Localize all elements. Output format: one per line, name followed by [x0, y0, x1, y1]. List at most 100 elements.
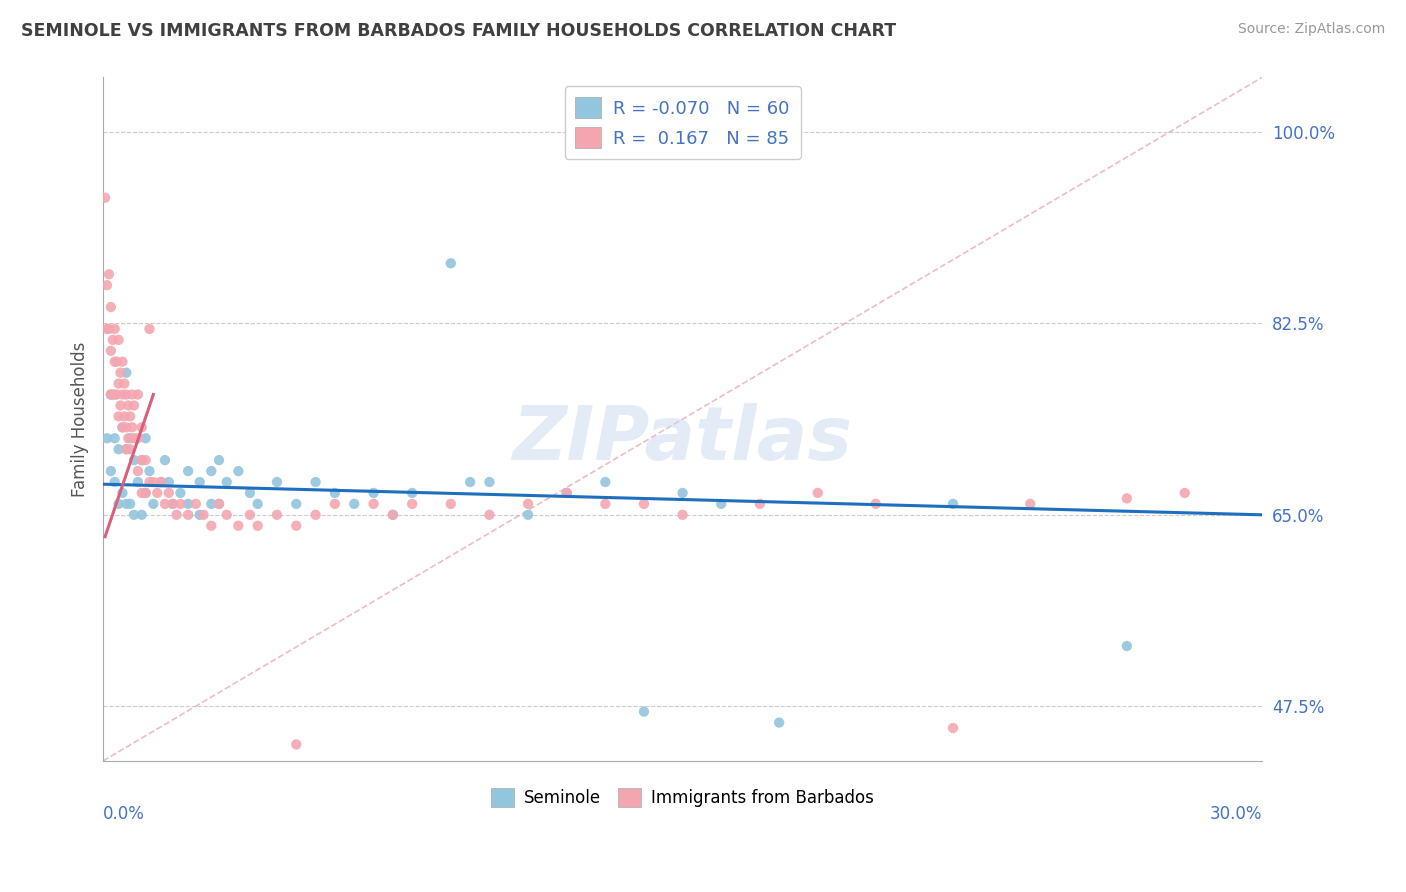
Point: [94, 191, 117, 205]
Point: [266, 508, 288, 522]
Point: [710, 497, 733, 511]
Point: [122, 399, 145, 413]
Point: [104, 387, 127, 401]
Point: [169, 486, 191, 500]
Point: [120, 497, 142, 511]
Point: [150, 475, 173, 489]
Point: [215, 475, 238, 489]
Point: [150, 475, 173, 489]
Point: [105, 387, 128, 401]
Point: [517, 497, 540, 511]
Point: [127, 464, 149, 478]
Text: SEMINOLE VS IMMIGRANTS FROM BARBADOS FAMILY HOUSEHOLDS CORRELATION CHART: SEMINOLE VS IMMIGRANTS FROM BARBADOS FAM…: [21, 22, 896, 40]
Point: [135, 486, 157, 500]
Point: [135, 453, 157, 467]
Point: [748, 497, 770, 511]
Point: [138, 475, 160, 489]
Point: [127, 431, 149, 445]
Point: [104, 322, 127, 336]
Point: [228, 518, 250, 533]
Point: [157, 475, 180, 489]
Point: [153, 497, 176, 511]
Point: [188, 475, 211, 489]
Point: [131, 486, 153, 500]
Point: [1019, 497, 1042, 511]
Point: [110, 399, 132, 413]
Point: [138, 322, 160, 336]
Point: [671, 508, 693, 522]
Point: [239, 508, 262, 522]
Point: [184, 497, 207, 511]
Point: [440, 256, 463, 270]
Point: [188, 508, 211, 522]
Point: [100, 387, 122, 401]
Point: [100, 300, 122, 314]
Point: [228, 464, 250, 478]
Point: [239, 486, 262, 500]
Point: [266, 475, 288, 489]
Point: [363, 486, 385, 500]
Point: [105, 355, 128, 369]
Point: [478, 475, 501, 489]
Point: [1174, 486, 1197, 500]
Point: [117, 431, 139, 445]
Point: [97, 322, 120, 336]
Point: [131, 508, 153, 522]
Point: [131, 453, 153, 467]
Point: [177, 508, 200, 522]
Point: [162, 497, 184, 511]
Point: [768, 715, 790, 730]
Point: [101, 387, 124, 401]
Point: [111, 486, 134, 500]
Point: [120, 409, 142, 424]
Point: [100, 387, 122, 401]
Point: [208, 453, 231, 467]
Point: [343, 497, 366, 511]
Point: [110, 366, 132, 380]
Point: [215, 508, 238, 522]
Point: [111, 420, 134, 434]
Point: [122, 508, 145, 522]
Point: [671, 486, 693, 500]
Point: [942, 721, 965, 735]
Point: [120, 431, 142, 445]
Point: [97, 267, 120, 281]
Point: [595, 475, 617, 489]
Point: [208, 497, 231, 511]
Point: [169, 497, 191, 511]
Point: [142, 497, 165, 511]
Point: [107, 376, 129, 391]
Point: [112, 376, 135, 391]
Point: [1115, 639, 1137, 653]
Text: ZIPatlas: ZIPatlas: [513, 403, 852, 476]
Point: [633, 705, 655, 719]
Point: [117, 399, 139, 413]
Text: 0.0%: 0.0%: [103, 805, 145, 823]
Point: [363, 497, 385, 511]
Point: [200, 497, 222, 511]
Point: [246, 497, 269, 511]
Point: [101, 333, 124, 347]
Point: [127, 475, 149, 489]
Point: [127, 387, 149, 401]
Point: [285, 518, 308, 533]
Point: [304, 475, 326, 489]
Point: [96, 322, 118, 336]
Point: [381, 508, 404, 522]
Point: [135, 431, 157, 445]
Point: [112, 409, 135, 424]
Point: [131, 453, 153, 467]
Text: Source: ZipAtlas.com: Source: ZipAtlas.com: [1237, 22, 1385, 37]
Point: [633, 497, 655, 511]
Point: [96, 278, 118, 293]
Point: [104, 475, 127, 489]
Point: [115, 497, 138, 511]
Point: [111, 387, 134, 401]
Point: [115, 366, 138, 380]
Point: [115, 442, 138, 457]
Point: [1115, 491, 1137, 506]
Point: [807, 486, 830, 500]
Point: [458, 475, 481, 489]
Point: [193, 508, 215, 522]
Point: [478, 508, 501, 522]
